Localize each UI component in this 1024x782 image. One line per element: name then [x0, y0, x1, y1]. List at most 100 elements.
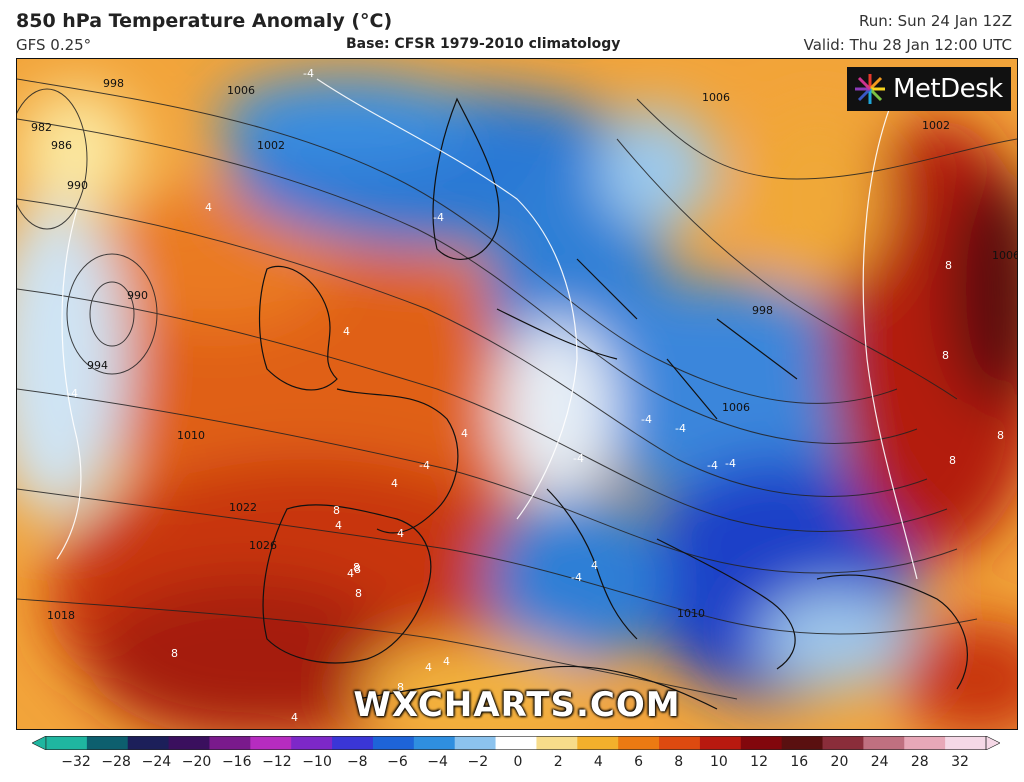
anomaly-label: 4: [335, 519, 342, 532]
iberia-outline: [262, 504, 432, 664]
isobar-label: 1006: [992, 249, 1017, 262]
anomaly-label: 4: [391, 477, 398, 490]
british-isles-outline: [258, 265, 338, 391]
anomaly-label: 8: [354, 563, 361, 576]
anomaly-label: 8: [997, 429, 1004, 442]
low-pressure-ring: [89, 281, 135, 347]
isobar-label: 990: [67, 179, 88, 192]
colorbar-cell: [781, 736, 824, 750]
anomaly-label: 8: [945, 259, 952, 272]
cold-central-europe: [547, 279, 887, 499]
isobar-line: [17, 118, 918, 444]
colorbar-tick-label: −16: [221, 754, 252, 770]
colorbar-cells: [32, 736, 1000, 750]
colorbar-ticks: −32 −28 −24 −20 −16 −12 −10 −8 −6 −4 −2 0 2 4 6 8 10 12 16…: [0, 754, 1024, 776]
anomaly-label: 4: [443, 655, 450, 668]
chart-title: 850 hPa Temperature Anomaly (°C): [16, 10, 393, 32]
colorbar-tick-label: −10: [302, 754, 332, 770]
colorbar-cell: [904, 736, 946, 750]
colorbar-tick-label: −2: [467, 754, 489, 770]
hot-iberia-core: [87, 579, 407, 729]
low-pressure-ring: [66, 253, 158, 375]
colorbar-tick-label: −6: [387, 754, 408, 770]
balkans-outline: [656, 538, 796, 670]
anomaly-label: 4: [347, 567, 354, 580]
country-borders: [496, 258, 798, 420]
colorbar-tick-label: 8: [674, 754, 684, 770]
anomaly-label: -4: [433, 211, 444, 224]
anomaly-label: -4: [641, 413, 652, 426]
isobar-label: 1002: [257, 139, 285, 152]
colorbar-cell: [577, 736, 619, 750]
colorbar-tick-label: 10: [709, 754, 728, 770]
isobar-lines: [17, 78, 1017, 700]
colorbar-cell: [372, 736, 415, 750]
pale-far-west: [17, 199, 127, 519]
colorbar-cell: [536, 736, 578, 750]
scandinavia-outline: [432, 97, 500, 260]
colorbar-tick-label: −12: [262, 754, 292, 770]
anomaly-label: 4: [397, 527, 404, 540]
anomaly-label: 8: [949, 454, 956, 467]
warm-north-africa: [357, 639, 597, 729]
isobar-label: 982: [31, 121, 52, 134]
colorbar-tick-label: 16: [790, 754, 809, 770]
isobar-label: 998: [103, 77, 124, 90]
isobar-line: [17, 598, 738, 700]
anomaly-label: 8: [355, 587, 362, 600]
colorbar-cell: [291, 736, 333, 750]
anomaly-label: 8: [397, 681, 404, 694]
turkey-outline: [816, 574, 968, 690]
north-africa-coastline: [356, 665, 718, 710]
colorbar-cell: [863, 736, 905, 750]
colorbar-tick-label: 0: [513, 754, 523, 770]
isobar-label: 1006: [702, 91, 730, 104]
zero-contour: [56, 208, 82, 560]
run-time-label: Run: Sun 24 Jan 12Z: [859, 12, 1012, 30]
colorbar-cell: [413, 736, 456, 750]
colorbar-cell: [127, 736, 170, 750]
isobar-labels: 982 986 990 990 994 998 1002 1006 1006 1002 1006 10…: [31, 77, 1017, 622]
metdesk-logo: MetDesk: [847, 67, 1011, 111]
isobar-label: 1018: [47, 609, 75, 622]
valid-time-label: Valid: Thu 28 Jan 12:00 UTC: [803, 36, 1012, 54]
colorbar-cell: [659, 736, 701, 750]
pale-northwest: [17, 89, 137, 209]
isobar-label: 1026: [249, 539, 277, 552]
colorbar-cell: [168, 736, 210, 750]
colorbar-tick-label: 32: [951, 754, 969, 770]
isobar-line: [17, 388, 958, 574]
colorbar-cell: [699, 736, 742, 750]
colorbar-cell: [209, 736, 251, 750]
isobar-label: 994: [87, 359, 108, 372]
colorbar-cell: [86, 736, 129, 750]
colorbar-cell: [618, 736, 660, 750]
anomaly-label: 8: [942, 349, 949, 362]
colorbar-tick-label: −4: [427, 754, 448, 770]
pale-turkey: [757, 589, 917, 689]
isobar-label: 998: [752, 304, 773, 317]
colorbar-tick-label: 20: [830, 754, 849, 770]
cold-norway-sea: [217, 74, 477, 164]
anomaly-label: -4: [675, 422, 686, 435]
italy-outline: [546, 488, 638, 640]
isobar-label: 1006: [227, 84, 255, 97]
anomaly-label: 8: [333, 504, 340, 517]
colorbar-cell: [822, 736, 864, 750]
pale-transition: [497, 319, 617, 499]
isobar-line: [17, 488, 978, 635]
coastlines: [258, 97, 968, 710]
metdesk-logo-text: MetDesk: [893, 74, 1003, 104]
colorbar-tick-label: 12: [750, 754, 768, 770]
pale-finland: [597, 109, 717, 229]
colorbar-cell: [46, 736, 88, 750]
warm-atlantic-north: [97, 189, 337, 329]
colorbar-cell: [332, 736, 374, 750]
hot-russia-core: [947, 169, 1017, 409]
colorbar-border: [45, 736, 987, 750]
colorbar-cell: [740, 736, 783, 750]
colorbar-tick-label: 6: [634, 754, 643, 770]
anomaly-labels: -4-44-44444488488888-4-4-44888-4-4-4444-…: [67, 67, 1004, 724]
zero-contour: [316, 78, 578, 520]
model-label: GFS 0.25°: [16, 36, 92, 54]
